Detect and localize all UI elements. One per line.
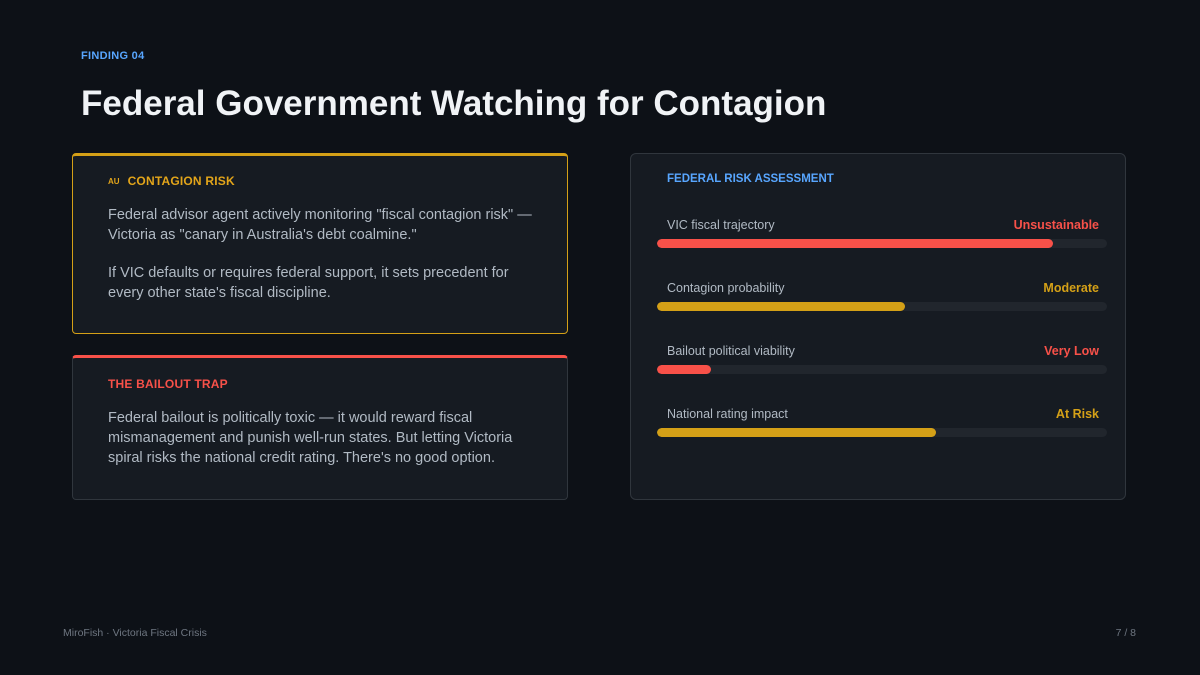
risk-row-vic-fiscal-trajectory: VIC fiscal trajectory Unsustainable xyxy=(657,218,1107,258)
risk-label: National rating impact xyxy=(667,407,788,421)
risk-value: Moderate xyxy=(1043,281,1099,295)
contagion-risk-header: AU CONTAGION RISK xyxy=(108,174,235,188)
risk-bar-fill xyxy=(657,302,905,311)
contagion-risk-paragraph-2: If VIC defaults or requires federal supp… xyxy=(108,265,509,301)
risk-label: Contagion probability xyxy=(667,281,785,295)
finding-label: FINDING 04 xyxy=(81,50,145,62)
australia-flag-icon: AU xyxy=(108,176,120,186)
risk-label: Bailout political viability xyxy=(667,344,795,358)
risk-value: Very Low xyxy=(1044,344,1099,358)
bailout-trap-header: THE BAILOUT TRAP xyxy=(108,377,228,391)
federal-risk-assessment-card: FEDERAL RISK ASSESSMENT VIC fiscal traje… xyxy=(630,153,1126,500)
risk-value: Unsustainable xyxy=(1013,218,1099,232)
risk-row-bailout-political-viability: Bailout political viability Very Low xyxy=(657,344,1107,384)
bailout-trap-paragraph: Federal bailout is politically toxic — i… xyxy=(108,410,513,466)
risk-value: At Risk xyxy=(1055,407,1099,421)
contagion-risk-card: AU CONTAGION RISK Federal advisor agent … xyxy=(72,153,568,334)
risk-label: VIC fiscal trajectory xyxy=(667,218,775,232)
risk-bar-track xyxy=(657,239,1107,248)
risk-row-national-rating-impact: National rating impact At Risk xyxy=(657,407,1107,447)
bailout-trap-card: THE BAILOUT TRAP Federal bailout is poli… xyxy=(72,355,568,500)
risk-bar-fill xyxy=(657,428,936,437)
risk-row-contagion-probability: Contagion probability Moderate xyxy=(657,281,1107,321)
contagion-risk-paragraph-1: Federal advisor agent actively monitorin… xyxy=(108,207,532,243)
footer-source: MiroFish · Victoria Fiscal Crisis xyxy=(63,627,207,639)
risk-bar-fill xyxy=(657,239,1053,248)
page-number: 7 / 8 xyxy=(1115,627,1136,639)
slide-title: Federal Government Watching for Contagio… xyxy=(81,84,827,123)
risk-bar-fill xyxy=(657,365,711,374)
bailout-trap-heading: THE BAILOUT TRAP xyxy=(108,377,228,391)
risk-bar-track xyxy=(657,428,1107,437)
risk-assessment-heading: FEDERAL RISK ASSESSMENT xyxy=(667,173,834,185)
risk-bar-track xyxy=(657,302,1107,311)
contagion-risk-heading: CONTAGION RISK xyxy=(127,174,235,188)
risk-bar-track xyxy=(657,365,1107,374)
